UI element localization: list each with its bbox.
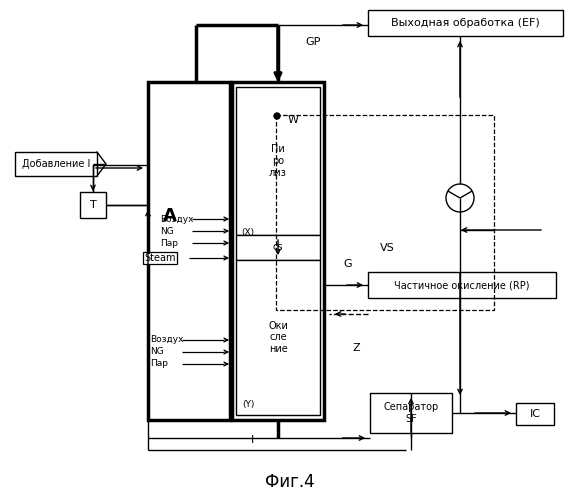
Text: Фиг.4: Фиг.4 <box>265 473 315 491</box>
Bar <box>516 403 554 425</box>
Bar <box>370 393 452 433</box>
Text: Оки
сле
ние: Оки сле ние <box>268 321 288 354</box>
Text: Пар: Пар <box>160 238 178 248</box>
Text: cs: cs <box>273 242 283 252</box>
Text: IC: IC <box>530 409 541 419</box>
Text: GP: GP <box>305 37 321 47</box>
Text: I: I <box>251 435 255 445</box>
Bar <box>236 87 320 235</box>
Text: Частичное окисление (RP): Частичное окисление (RP) <box>394 280 530 290</box>
Text: Пар: Пар <box>150 360 168 368</box>
Text: A: A <box>163 207 177 225</box>
Bar <box>148 82 230 420</box>
Bar <box>368 272 556 298</box>
Bar <box>232 82 324 420</box>
Text: NG: NG <box>150 348 164 356</box>
Text: VS: VS <box>380 243 395 253</box>
Text: (Y): (Y) <box>242 400 254 409</box>
Text: Z: Z <box>352 343 360 353</box>
Text: (X): (X) <box>241 228 255 236</box>
Text: W: W <box>288 115 299 125</box>
Text: Добавление I: Добавление I <box>22 159 90 169</box>
Bar <box>368 10 563 36</box>
Text: NG: NG <box>160 226 174 235</box>
Circle shape <box>274 113 280 119</box>
Bar <box>276 115 494 310</box>
Text: Выходная обработка (EF): Выходная обработка (EF) <box>391 18 540 28</box>
Text: Воздух: Воздух <box>160 214 194 224</box>
Text: Пи
ро
лиз: Пи ро лиз <box>269 144 287 178</box>
Text: T: T <box>90 200 96 210</box>
Bar <box>80 192 106 218</box>
Text: Steam: Steam <box>144 253 176 263</box>
Text: Сепаратор
SF: Сепаратор SF <box>383 402 438 424</box>
Bar <box>15 152 97 176</box>
Bar <box>236 235 320 260</box>
Text: Воздух: Воздух <box>150 336 183 344</box>
Text: G: G <box>344 259 352 269</box>
Bar <box>236 260 320 415</box>
